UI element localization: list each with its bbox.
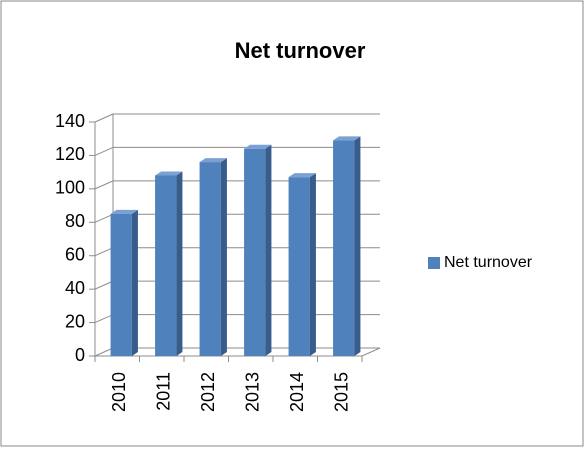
grid-line: [94, 347, 114, 357]
bar: [244, 148, 266, 356]
y-tick-label: 120: [55, 144, 85, 164]
y-tick-label: 20: [65, 311, 85, 331]
bar: [333, 140, 355, 356]
bar-top: [110, 209, 138, 214]
y-tick-label: 80: [65, 211, 85, 231]
bar-top: [333, 136, 361, 141]
x-tick-label: 2014: [287, 372, 307, 412]
x-tick-label: 2013: [243, 372, 263, 412]
chart-title: Net turnover: [235, 38, 366, 63]
bar: [155, 175, 177, 356]
bar: [288, 177, 310, 356]
grid-line: [94, 213, 114, 223]
bar-top: [244, 144, 272, 149]
legend-label: Net turnover: [444, 254, 533, 271]
bar-top: [199, 158, 227, 163]
x-tick-label: 2012: [198, 372, 218, 412]
x-tick-label: 2015: [332, 372, 352, 412]
grid-line: [94, 247, 114, 257]
bar-side: [176, 171, 183, 356]
bar-side: [354, 136, 361, 356]
y-tick-label: 140: [55, 111, 85, 131]
y-tick-label: 100: [55, 178, 85, 198]
grid-line: [94, 314, 114, 324]
floor-edge: [361, 347, 381, 357]
x-tick-label: 2011: [154, 372, 174, 411]
y-tick-label: 0: [75, 345, 85, 365]
bar-top: [288, 173, 316, 178]
bar: [199, 162, 221, 356]
legend-swatch: [428, 257, 440, 269]
bar-side: [220, 158, 227, 356]
grid-line: [94, 146, 114, 156]
bar-top: [155, 171, 183, 176]
x-tick-label: 2010: [109, 372, 129, 412]
bar: [110, 213, 132, 356]
grid-line: [94, 113, 114, 123]
bar-side: [131, 209, 138, 356]
bar-side: [309, 173, 316, 356]
grid-line: [94, 180, 114, 190]
y-tick-label: 40: [65, 278, 85, 298]
y-tick-label: 60: [65, 244, 85, 264]
grid-line: [94, 280, 114, 290]
bar-side: [265, 144, 272, 356]
